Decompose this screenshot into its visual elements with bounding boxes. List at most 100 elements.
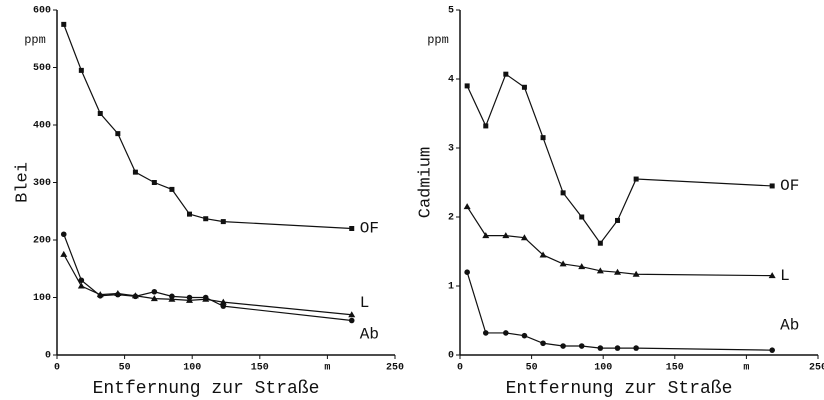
- series-line: [63, 234, 352, 322]
- y-tick-label: 3: [448, 144, 454, 155]
- marker: [482, 232, 490, 239]
- marker: [503, 330, 509, 336]
- x-tick-label: 100: [594, 363, 612, 374]
- marker: [614, 268, 622, 275]
- marker: [203, 216, 209, 222]
- series-label: L: [780, 267, 790, 285]
- marker: [151, 180, 157, 185]
- marker: [503, 71, 509, 77]
- marker: [115, 131, 121, 137]
- series-line: [63, 24, 352, 230]
- marker: [633, 345, 639, 351]
- marker: [78, 277, 85, 284]
- marker: [463, 203, 471, 210]
- marker: [169, 186, 175, 192]
- y-tick-label: 400: [33, 121, 51, 132]
- series-label: Ab: [780, 316, 799, 334]
- y-tick-label: 4: [448, 75, 454, 86]
- marker: [115, 291, 121, 298]
- x-tick-label: 250: [386, 363, 404, 374]
- marker: [220, 303, 227, 309]
- marker: [348, 311, 356, 318]
- x-tick-label: 100: [183, 363, 201, 374]
- x-tick-label: 50: [119, 363, 131, 374]
- marker: [97, 111, 103, 116]
- x-tick-label: 0: [457, 363, 463, 374]
- marker: [578, 263, 586, 270]
- marker: [540, 135, 546, 141]
- unit-label: ppm: [24, 33, 46, 47]
- series-label: OF: [780, 177, 799, 195]
- marker: [540, 340, 546, 347]
- y-axis-label: Cadmium: [416, 147, 435, 218]
- marker: [578, 343, 585, 349]
- marker: [169, 293, 175, 300]
- x-tick-label: 150: [251, 363, 269, 374]
- marker: [132, 169, 138, 175]
- x-tick-label: 250: [809, 363, 824, 374]
- marker: [77, 282, 85, 289]
- marker: [521, 84, 527, 90]
- y-tick-label: 500: [33, 63, 51, 74]
- marker: [539, 251, 547, 258]
- marker: [614, 345, 621, 351]
- series-line: [466, 272, 773, 351]
- marker: [348, 317, 355, 324]
- y-tick-label: 5: [448, 6, 454, 17]
- marker: [464, 83, 470, 89]
- marker: [132, 293, 139, 300]
- marker: [151, 288, 158, 295]
- x-tick-label: 0: [54, 363, 60, 374]
- marker: [559, 260, 567, 267]
- x-axis-label: Entfernung zur Straße: [93, 379, 320, 399]
- marker: [579, 214, 585, 220]
- marker: [78, 67, 84, 73]
- marker: [60, 250, 68, 257]
- marker: [560, 343, 566, 349]
- marker: [186, 294, 193, 301]
- x-tick-label: 150: [666, 363, 684, 374]
- unit-label: ppm: [427, 33, 449, 47]
- marker: [521, 332, 528, 339]
- marker: [61, 21, 67, 27]
- marker: [349, 226, 355, 231]
- series-label: L: [360, 294, 370, 312]
- x-axis-label: Entfernung zur Straße: [506, 379, 733, 399]
- y-tick-label: 2: [448, 213, 454, 224]
- y-tick-label: 600: [33, 6, 51, 17]
- y-tick-label: 100: [33, 293, 51, 304]
- marker: [464, 269, 470, 276]
- marker: [768, 272, 776, 279]
- marker: [219, 298, 227, 305]
- marker: [633, 176, 639, 182]
- marker: [597, 240, 603, 246]
- marker: [97, 292, 104, 299]
- marker: [769, 347, 775, 353]
- marker: [615, 217, 621, 223]
- x-tick-label: m: [324, 363, 330, 374]
- x-tick-label: m: [743, 363, 749, 374]
- marker: [632, 270, 640, 277]
- series-line: [63, 254, 352, 316]
- series-line: [466, 73, 773, 245]
- marker: [220, 219, 226, 225]
- marker: [596, 267, 604, 274]
- series-label: Ab: [360, 326, 379, 344]
- y-axis-label: Blei: [13, 162, 32, 203]
- y-tick-label: 0: [448, 351, 454, 362]
- y-tick-label: 1: [448, 282, 454, 293]
- series-label: OF: [360, 220, 379, 238]
- marker: [186, 211, 192, 217]
- marker: [150, 295, 158, 302]
- marker: [502, 232, 510, 239]
- marker: [520, 234, 528, 241]
- marker: [597, 345, 604, 351]
- y-tick-label: 200: [33, 236, 51, 247]
- y-tick-label: 300: [33, 178, 51, 189]
- y-tick-label: 0: [45, 351, 51, 362]
- x-tick-label: 50: [526, 363, 538, 374]
- marker: [482, 330, 489, 336]
- marker: [60, 231, 67, 238]
- marker: [202, 294, 209, 301]
